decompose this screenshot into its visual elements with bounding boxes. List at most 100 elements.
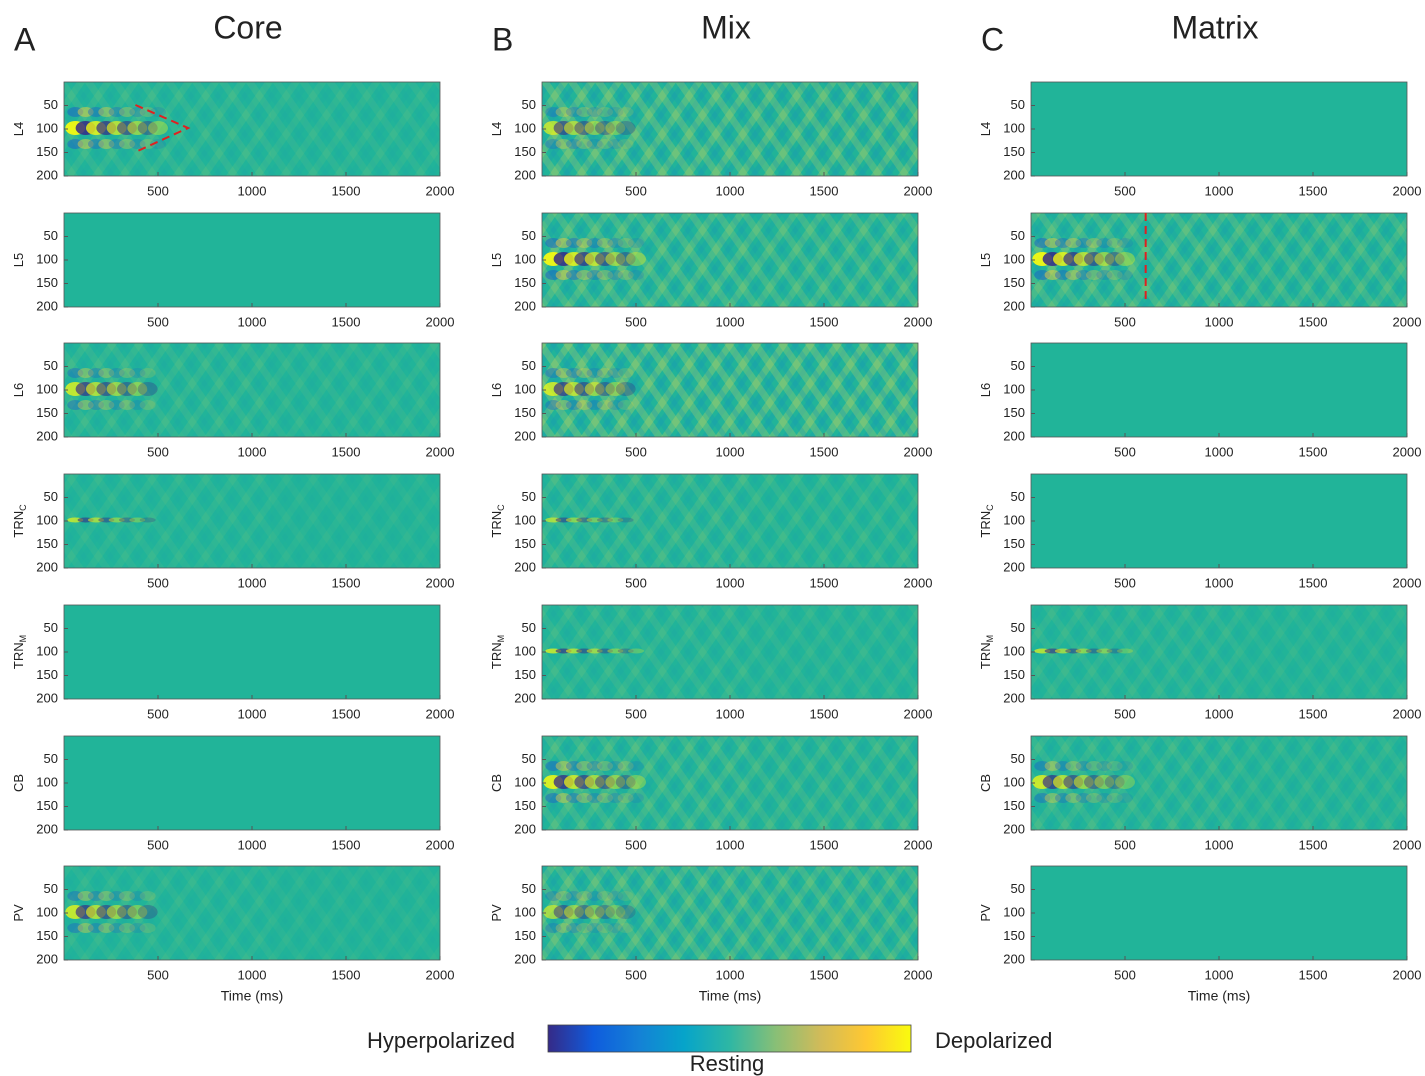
burst-blob [586, 107, 603, 117]
burst-blob [67, 139, 84, 149]
row-label: L6 [978, 383, 993, 397]
burst-blob [596, 793, 613, 803]
burst-blob [87, 107, 104, 117]
x-tick-label: 1500 [332, 314, 361, 329]
burst-blob [605, 382, 626, 396]
burst-blob [108, 891, 125, 901]
panel-letter: C [981, 21, 1004, 57]
y-tick-label: 100 [514, 774, 536, 789]
burst-blob [137, 121, 158, 135]
burst-blob [118, 368, 135, 378]
burst-blob [1104, 775, 1125, 789]
y-tick-label: 200 [1003, 428, 1025, 443]
x-tick-label: 1500 [810, 837, 839, 852]
x-tick-label: 2000 [1393, 444, 1422, 459]
x-tick-label: 500 [1114, 706, 1136, 721]
y-tick-label: 50 [44, 489, 58, 504]
wave-fade [748, 474, 918, 568]
burst-blob [1075, 270, 1092, 280]
y-tick-label: 200 [514, 821, 536, 836]
row-label: L6 [11, 383, 26, 397]
x-tick-label: 2000 [1393, 575, 1422, 590]
colorbar [547, 1024, 912, 1053]
burst-blob [129, 400, 146, 410]
heatmap-area [1031, 605, 1407, 699]
heatmap-area [542, 736, 918, 830]
y-tick-label: 200 [514, 951, 536, 966]
burst-blob [617, 761, 634, 771]
burst-blob [139, 107, 156, 117]
x-axis-label: Time (ms) [699, 988, 761, 1004]
heatmap-area [64, 866, 440, 960]
y-tick-label: 150 [1003, 928, 1025, 943]
burst-blob [118, 923, 135, 933]
burst-blob [67, 923, 84, 933]
heatmap-panel: 50 100 150 200 500 1000 1500 2000 CB [978, 735, 1421, 852]
x-tick-label: 1500 [810, 967, 839, 982]
x-tick-label: 1500 [810, 183, 839, 198]
heatmap-panel: 50 100 150 200 500 1000 1500 2000 PV Time (ms) [489, 865, 932, 1004]
y-tick-label: 50 [522, 881, 536, 896]
burst-blob [576, 891, 593, 901]
burst-blob [565, 517, 582, 523]
row-label: TRNC [489, 504, 506, 538]
heatmap-area [542, 474, 918, 568]
burst-blob [106, 905, 127, 919]
burst-blob [607, 517, 624, 523]
burst-blob [98, 517, 115, 523]
row-label-text: L5 [489, 253, 504, 267]
row-label-text: L5 [978, 253, 993, 267]
wave-fade [270, 866, 440, 960]
wave-fade [748, 213, 918, 307]
burst-blob [1034, 270, 1051, 280]
burst-blob [607, 648, 624, 654]
burst-blob [615, 775, 636, 789]
y-tick-label: 50 [522, 620, 536, 635]
x-tick-label: 1000 [716, 837, 745, 852]
y-tick-label: 200 [36, 167, 58, 182]
burst-blob [596, 238, 613, 248]
burst-blob [628, 238, 644, 248]
heatmap-area [1031, 343, 1407, 437]
y-tick-label: 150 [514, 667, 536, 682]
y-tick-label: 50 [1011, 358, 1025, 373]
burst-blob [116, 905, 137, 919]
heatmap-area [1031, 474, 1407, 568]
row-label-text: L4 [978, 122, 993, 136]
burst-blob [545, 400, 562, 410]
y-tick-label: 50 [1011, 751, 1025, 766]
x-tick-label: 2000 [426, 967, 455, 982]
burst-blob [563, 121, 584, 135]
burst-blob [586, 238, 603, 248]
burst-blob [607, 238, 624, 248]
y-tick-label: 100 [514, 251, 536, 266]
y-tick-label: 100 [1003, 904, 1025, 919]
burst-blob [605, 905, 626, 919]
burst-blob [607, 793, 624, 803]
x-tick-label: 1000 [1205, 967, 1234, 982]
burst-blob [98, 139, 115, 149]
x-tick-label: 1000 [716, 967, 745, 982]
y-tick-label: 200 [36, 951, 58, 966]
heatmap-area [64, 213, 440, 307]
burst-blob [555, 400, 572, 410]
burst-blob [576, 761, 593, 771]
burst-blob [586, 923, 603, 933]
burst-blob [77, 400, 94, 410]
burst-blob [98, 368, 115, 378]
burst-blob [1085, 238, 1102, 248]
burst-blob [576, 793, 593, 803]
x-tick-label: 1500 [1299, 444, 1328, 459]
burst-blob [586, 270, 603, 280]
panel-title: Mix [701, 9, 751, 45]
row-label-text: L6 [978, 383, 993, 397]
burst-blob [586, 139, 603, 149]
burst-blob [565, 400, 582, 410]
burst-blob [137, 905, 158, 919]
heatmap-panel: 50 100 150 200 500 1000 1500 2000 L5 [11, 212, 454, 329]
y-tick-label: 150 [36, 144, 58, 159]
x-tick-label: 2000 [426, 444, 455, 459]
burst-blob [77, 107, 94, 117]
burst-blob [596, 648, 613, 654]
